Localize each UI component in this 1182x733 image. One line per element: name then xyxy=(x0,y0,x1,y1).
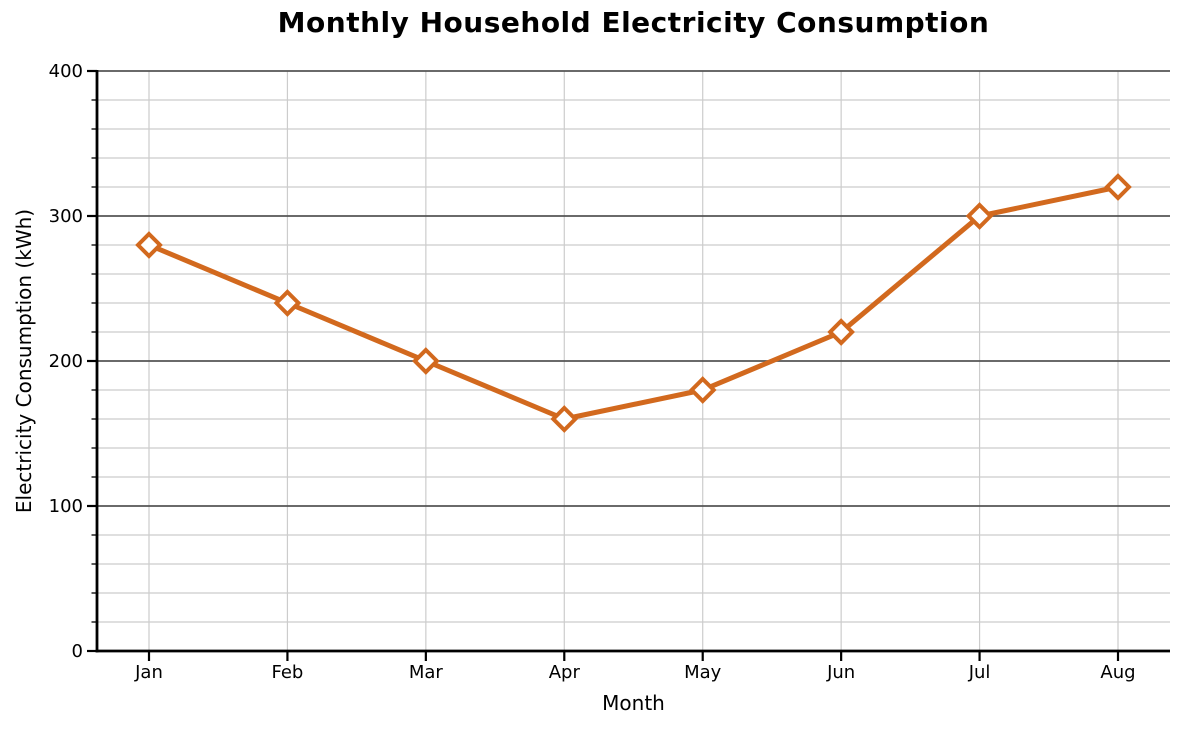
data-point-marker xyxy=(412,347,440,375)
x-tick-label: Aug xyxy=(1100,662,1135,683)
data-point-marker xyxy=(550,405,579,433)
x-tick-label: Feb xyxy=(271,662,303,683)
y-tick-label: 300 xyxy=(49,206,83,227)
y-tick-label: 100 xyxy=(49,496,83,517)
x-tick-label: Apr xyxy=(549,662,581,683)
data-point-marker xyxy=(273,289,302,317)
data-point-marker xyxy=(688,376,717,404)
data-point-marker xyxy=(1104,173,1132,201)
y-tick-label: 200 xyxy=(49,351,83,372)
x-tick-label: May xyxy=(684,662,722,683)
data-line xyxy=(148,184,1119,422)
y-tick-label: 400 xyxy=(49,61,83,82)
data-point-marker xyxy=(965,202,994,230)
y-tick-label: 0 xyxy=(72,641,83,662)
data-point-marker xyxy=(135,231,163,259)
x-tick-label: Mar xyxy=(409,662,444,683)
x-tick-label: Jan xyxy=(134,662,163,683)
x-tick-label: Jul xyxy=(968,662,991,683)
chart-title: Monthly Household Electricity Consumptio… xyxy=(277,6,990,39)
x-axis-label: Month xyxy=(602,691,665,715)
x-tick-label: Jun xyxy=(826,662,855,683)
data-point-marker xyxy=(827,318,855,346)
